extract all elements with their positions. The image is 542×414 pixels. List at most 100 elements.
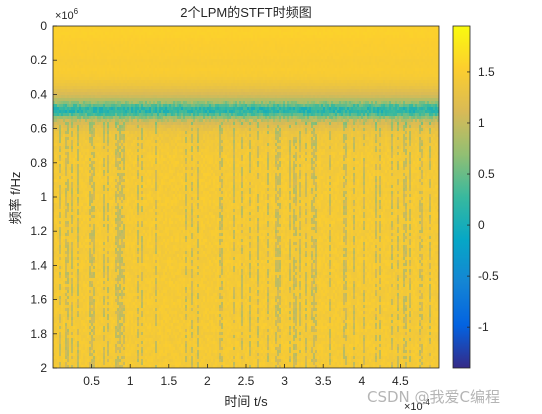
heatmap-cell xyxy=(63,62,66,66)
heatmap-cell xyxy=(59,59,62,63)
heatmap-cell xyxy=(113,92,116,96)
heatmap-cell xyxy=(373,35,376,39)
heatmap-cell xyxy=(287,59,290,63)
heatmap-cell xyxy=(77,56,80,60)
heatmap-cell xyxy=(151,86,154,90)
heatmap-cell xyxy=(199,74,202,78)
heatmap-cell xyxy=(181,59,184,63)
heatmap-cell xyxy=(333,80,336,84)
heatmap-cell xyxy=(93,41,96,45)
heatmap-cell xyxy=(337,65,340,69)
heatmap-cell xyxy=(299,29,302,33)
heatmap-cell xyxy=(267,68,270,72)
heatmap-cell xyxy=(151,50,154,54)
heatmap-cell xyxy=(397,71,400,75)
heatmap-cell xyxy=(369,41,372,45)
heatmap-cell xyxy=(133,50,136,54)
heatmap-cell xyxy=(263,53,266,57)
heatmap-cell xyxy=(283,29,286,33)
heatmap-cell xyxy=(253,38,256,42)
heatmap-cell xyxy=(143,50,146,54)
heatmap-cell xyxy=(357,50,360,54)
heatmap-cell xyxy=(275,74,278,78)
heatmap-cell xyxy=(187,80,190,84)
heatmap-cell xyxy=(229,86,232,90)
heatmap-cell xyxy=(121,44,124,48)
heatmap-cell xyxy=(371,41,374,45)
heatmap-cell xyxy=(83,77,86,81)
heatmap-cell xyxy=(161,26,164,30)
heatmap-cell xyxy=(287,71,290,75)
heatmap-cell xyxy=(293,83,296,87)
heatmap-cell xyxy=(197,29,200,33)
heatmap-cell xyxy=(69,86,72,90)
heatmap-cell xyxy=(187,41,190,45)
heatmap-cell xyxy=(113,74,116,78)
heatmap-cell xyxy=(429,71,432,75)
heatmap-cell xyxy=(137,26,140,30)
heatmap-cell xyxy=(423,77,426,81)
heatmap-cell xyxy=(329,32,332,36)
heatmap-cell xyxy=(273,62,276,66)
heatmap-cell xyxy=(377,71,380,75)
heatmap-cell xyxy=(437,53,439,57)
heatmap-cell xyxy=(369,68,372,72)
heatmap-cell xyxy=(335,86,338,90)
heatmap-cell xyxy=(279,38,282,42)
heatmap-cell xyxy=(343,83,346,87)
heatmap-cell xyxy=(257,86,260,90)
heatmap-cell xyxy=(411,29,414,33)
heatmap-cell xyxy=(363,62,366,66)
heatmap-cell xyxy=(407,86,410,90)
heatmap-cell xyxy=(365,80,368,84)
heatmap-cell xyxy=(105,77,108,81)
heatmap-cell xyxy=(407,62,410,66)
heatmap-cell xyxy=(155,80,158,84)
heatmap-cell xyxy=(303,77,306,81)
heatmap-cell xyxy=(313,35,316,39)
heatmap-cell xyxy=(261,53,264,57)
heatmap-cell xyxy=(119,77,122,81)
heatmap-cell xyxy=(369,92,372,96)
heatmap-cell xyxy=(365,83,368,87)
heatmap-cell xyxy=(397,38,400,42)
heatmap-cell xyxy=(243,89,246,93)
heatmap-cell xyxy=(115,44,118,48)
heatmap-cell xyxy=(161,41,164,45)
heatmap-cell xyxy=(347,92,350,96)
heatmap-cell xyxy=(415,38,418,42)
heatmap-cell xyxy=(227,86,230,90)
heatmap-cell xyxy=(231,38,234,42)
heatmap-cell xyxy=(315,86,318,90)
heatmap-cell xyxy=(183,65,186,69)
heatmap-cell xyxy=(369,53,372,57)
heatmap-cell xyxy=(209,89,212,93)
heatmap-cell xyxy=(83,86,86,90)
heatmap-cell xyxy=(59,68,62,72)
heatmap-cell xyxy=(219,89,222,93)
heatmap-cell xyxy=(167,65,170,69)
heatmap-cell xyxy=(293,71,296,75)
heatmap-cell xyxy=(223,44,226,48)
heatmap-cell xyxy=(411,56,414,60)
heatmap-cell xyxy=(219,71,222,75)
heatmap-cell xyxy=(245,86,248,90)
heatmap-cell xyxy=(369,74,372,78)
heatmap-cell xyxy=(233,44,236,48)
heatmap-cell xyxy=(203,56,206,60)
heatmap-cell xyxy=(269,26,272,30)
heatmap-cell xyxy=(223,53,226,57)
heatmap-cell xyxy=(427,83,430,87)
heatmap-cell xyxy=(135,53,138,57)
heatmap-cell xyxy=(395,92,398,96)
heatmap-cell xyxy=(73,65,76,69)
heatmap-cell xyxy=(215,80,218,84)
heatmap-cell xyxy=(431,47,434,51)
heatmap-cell xyxy=(117,89,120,93)
heatmap-cell xyxy=(101,26,104,30)
heatmap-cell xyxy=(413,50,416,54)
heatmap-cell xyxy=(141,56,144,60)
heatmap-cell xyxy=(387,74,390,78)
heatmap-cell xyxy=(121,35,124,39)
heatmap-cell xyxy=(309,74,312,78)
